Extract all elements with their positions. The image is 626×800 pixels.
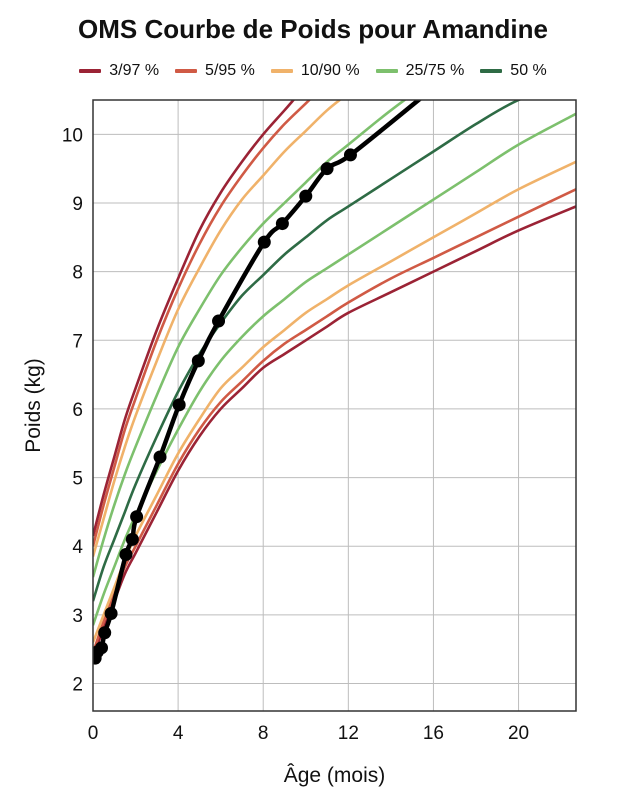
y-tick-label: 2 bbox=[72, 675, 83, 696]
legend-swatch-50 bbox=[480, 69, 503, 73]
grid-layer bbox=[92, 100, 576, 711]
x-tick-label: 16 bbox=[423, 723, 444, 744]
plot-frame bbox=[92, 99, 577, 712]
legend-swatch-10-90 bbox=[270, 69, 293, 73]
child-weight-point bbox=[153, 450, 167, 464]
legend-label-3-97: 3/97 % bbox=[109, 62, 160, 79]
child-weight-point bbox=[320, 162, 334, 176]
child-weight-point bbox=[299, 189, 313, 203]
x-tick-label: 12 bbox=[338, 723, 359, 744]
child-weight-point bbox=[98, 626, 112, 640]
legend-swatch-3-97 bbox=[79, 69, 102, 73]
x-axis-label: Âge (mois) bbox=[284, 764, 386, 787]
child-weight-point bbox=[275, 217, 289, 231]
child-weight-point bbox=[95, 641, 109, 655]
legend-label-10-90: 10/90 % bbox=[300, 62, 360, 79]
reference-curve-5-95-1 bbox=[93, 188, 576, 654]
y-tick-label: 5 bbox=[72, 469, 83, 490]
legend-item-25-75: 25/75 % bbox=[375, 62, 465, 80]
y-tick-label: 6 bbox=[72, 400, 83, 421]
reference-curve-3-97-0 bbox=[93, 205, 576, 657]
reference-curve-10-90-6 bbox=[93, 100, 342, 557]
x-tick-label: 0 bbox=[88, 723, 99, 744]
reference-curve-25-75-3 bbox=[93, 112, 576, 626]
child-weight-point bbox=[130, 510, 144, 524]
legend-swatch-5-95 bbox=[175, 69, 198, 73]
legend-item-50: 50 % bbox=[480, 62, 547, 80]
y-tick-label: 10 bbox=[62, 125, 83, 146]
child-weight-point bbox=[172, 398, 186, 412]
chart-title: OMS Courbe de Poids pour Amandine bbox=[78, 14, 548, 44]
reference-curve-25-75-5 bbox=[93, 100, 407, 578]
legend-item-10-90: 10/90 % bbox=[270, 62, 360, 80]
reference-curve-5-95-7 bbox=[93, 100, 312, 547]
reference-curve-10-90-2 bbox=[93, 160, 576, 643]
y-tick-label: 3 bbox=[72, 606, 83, 627]
child-weight-point bbox=[119, 547, 133, 561]
y-tick-label: 4 bbox=[72, 537, 83, 558]
legend-swatch-25-75 bbox=[375, 69, 398, 73]
reference-curve-3-97-8 bbox=[93, 100, 296, 537]
child-series-layer bbox=[93, 100, 423, 665]
y-axis-label: Poids (kg) bbox=[22, 358, 45, 453]
y-tick-label: 8 bbox=[72, 263, 83, 284]
child-weight-point bbox=[212, 314, 226, 328]
x-tick-label: 20 bbox=[508, 723, 529, 744]
reference-curve-50-4 bbox=[93, 100, 522, 602]
tick-labels-layer: 0 4 8 12 16 20 2 3 4 5 6 7 8 9 10 bbox=[62, 125, 529, 744]
child-weight-point bbox=[125, 532, 139, 546]
legend-label-25-75: 25/75 % bbox=[405, 62, 465, 79]
legend-label-5-95: 5/95 % bbox=[205, 62, 255, 79]
x-tick-label: 8 bbox=[258, 723, 269, 744]
child-weight-point bbox=[257, 235, 271, 249]
legend-item-3-97: 3/97 % bbox=[79, 62, 159, 80]
y-tick-label: 7 bbox=[72, 331, 83, 352]
child-weight-point bbox=[104, 607, 118, 621]
legend-item-5-95: 5/95 % bbox=[175, 62, 255, 80]
child-weight-point bbox=[191, 354, 205, 368]
reference-curves-layer bbox=[93, 100, 576, 657]
legend-label-50: 50 % bbox=[510, 62, 547, 79]
child-weight-point bbox=[343, 148, 357, 162]
x-tick-label: 4 bbox=[173, 723, 184, 744]
y-tick-label: 9 bbox=[72, 194, 83, 215]
chart-legend: 3/97 % 5/95 % 10/90 % 25/75 % 50 % bbox=[0, 62, 626, 80]
